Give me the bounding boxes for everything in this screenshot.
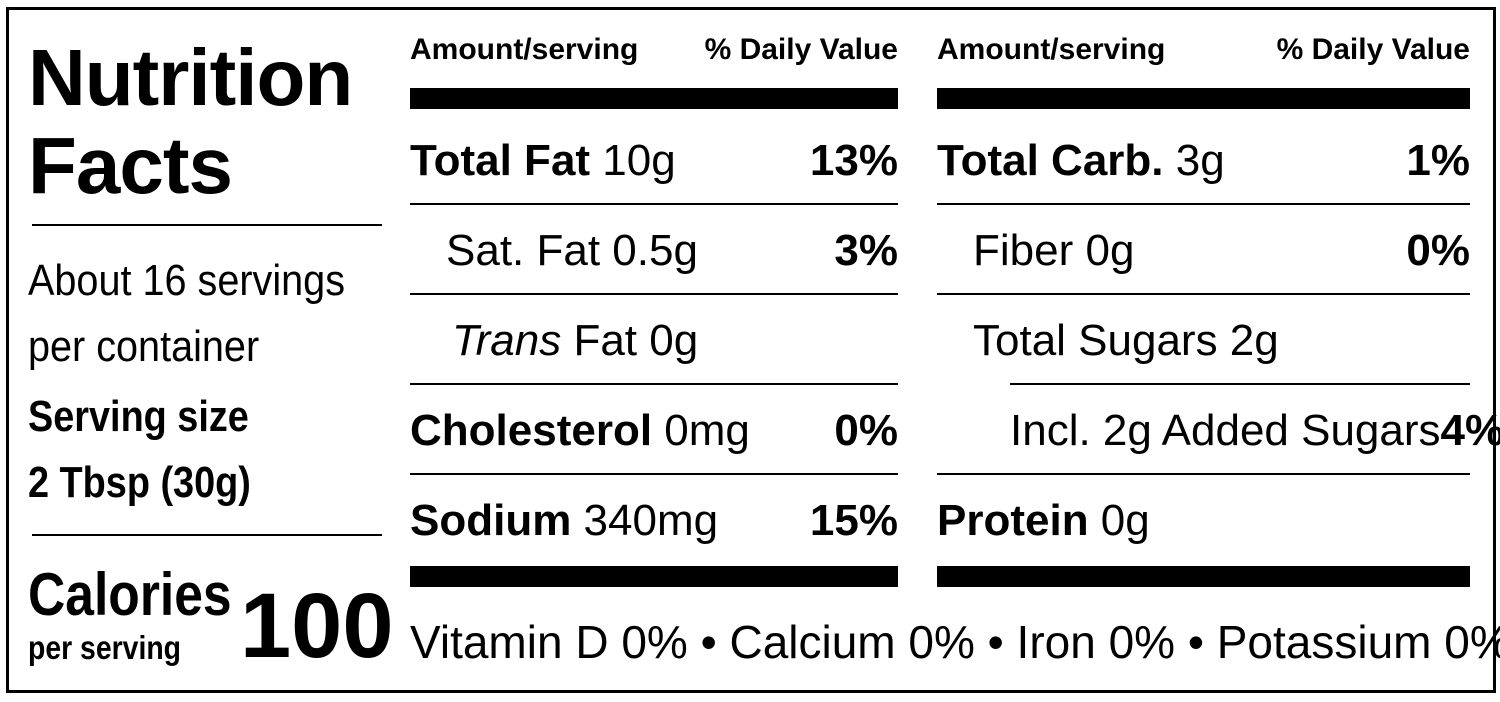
header-amount-right: Amount/serving xyxy=(937,33,1166,66)
label-frame xyxy=(6,7,1496,693)
thick-bar-left-bottom xyxy=(410,566,898,587)
sodium-amount: 340mg xyxy=(571,496,719,545)
row-sodium: Sodium 340mg 15% xyxy=(410,476,898,566)
row-total-sugars: Total Sugars 2g xyxy=(937,296,1470,386)
trans-fat-italic: Trans xyxy=(452,316,562,365)
calories-label: Calories xyxy=(28,561,232,628)
added-sugars-label: Incl. 2g Added Sugars xyxy=(1010,406,1441,455)
total-carb-label: Total Carb. xyxy=(937,136,1164,185)
servings-line-1: About 16 servings xyxy=(28,256,345,305)
total-fat-dv: 13% xyxy=(809,136,898,185)
row-total-carb: Total Carb. 3g 1% xyxy=(937,116,1470,206)
header-dv-right: % Daily Value xyxy=(1276,33,1470,66)
calories-value: 100 xyxy=(240,575,394,677)
added-sugars-dv: 4% xyxy=(1440,406,1500,455)
title-line-1: Nutrition xyxy=(28,33,353,122)
sat-fat-label: Sat. Fat 0.5g xyxy=(446,226,698,275)
header-dv-left: % Daily Value xyxy=(704,33,898,66)
thick-bar-right-bottom xyxy=(937,566,1470,587)
divider-row xyxy=(410,203,898,205)
calories-sub: per serving xyxy=(28,629,182,666)
divider-row xyxy=(1010,383,1470,385)
vitamins-line: Vitamin D 0% • Calcium 0% • Iron 0% • Po… xyxy=(410,616,1500,668)
sodium-label: Sodium xyxy=(410,496,572,545)
servings-line-2: per container xyxy=(28,322,260,371)
cholesterol-label: Cholesterol xyxy=(410,406,653,455)
total-carb-amount: 3g xyxy=(1163,136,1225,185)
total-fat-amount: 10g xyxy=(590,136,676,185)
divider-row xyxy=(937,203,1470,205)
row-total-fat: Total Fat 10g 13% xyxy=(410,116,898,206)
divider-row xyxy=(410,383,898,385)
sodium-dv: 15% xyxy=(809,496,898,545)
protein-amount: 0g xyxy=(1088,496,1150,545)
title-line-2: Facts xyxy=(28,121,233,210)
sat-fat-dv: 3% xyxy=(834,226,898,275)
total-fat-label: Total Fat xyxy=(410,136,591,185)
header-amount-left: Amount/serving xyxy=(410,33,639,66)
thick-bar-right-top xyxy=(937,88,1470,109)
cholesterol-dv: 0% xyxy=(834,406,898,455)
serving-size-value: 2 Tbsp (30g) xyxy=(28,458,251,507)
row-protein: Protein 0g xyxy=(937,476,1470,566)
thick-bar-left-top xyxy=(410,88,898,109)
total-carb-dv: 1% xyxy=(1406,136,1470,185)
cholesterol-amount: 0mg xyxy=(652,406,750,455)
divider-row xyxy=(410,473,898,475)
divider-row xyxy=(937,293,1470,295)
divider-row xyxy=(410,293,898,295)
protein-label: Protein xyxy=(937,496,1089,545)
row-sat-fat: Sat. Fat 0.5g 3% xyxy=(410,206,898,296)
row-trans-fat: Trans Fat 0g xyxy=(410,296,898,386)
fiber-label: Fiber 0g xyxy=(973,226,1135,275)
row-fiber: Fiber 0g 0% xyxy=(937,206,1470,296)
divider-serving xyxy=(32,534,382,536)
row-cholesterol: Cholesterol 0mg 0% xyxy=(410,386,898,476)
trans-fat-rest: Fat 0g xyxy=(561,316,699,365)
row-added-sugars: Incl. 2g Added Sugars 4% xyxy=(937,386,1500,476)
divider-row xyxy=(937,473,1470,475)
divider-title xyxy=(32,224,382,226)
total-sugars-label: Total Sugars 2g xyxy=(973,316,1279,365)
serving-size-label: Serving size xyxy=(28,392,249,441)
fiber-dv: 0% xyxy=(1406,226,1470,275)
